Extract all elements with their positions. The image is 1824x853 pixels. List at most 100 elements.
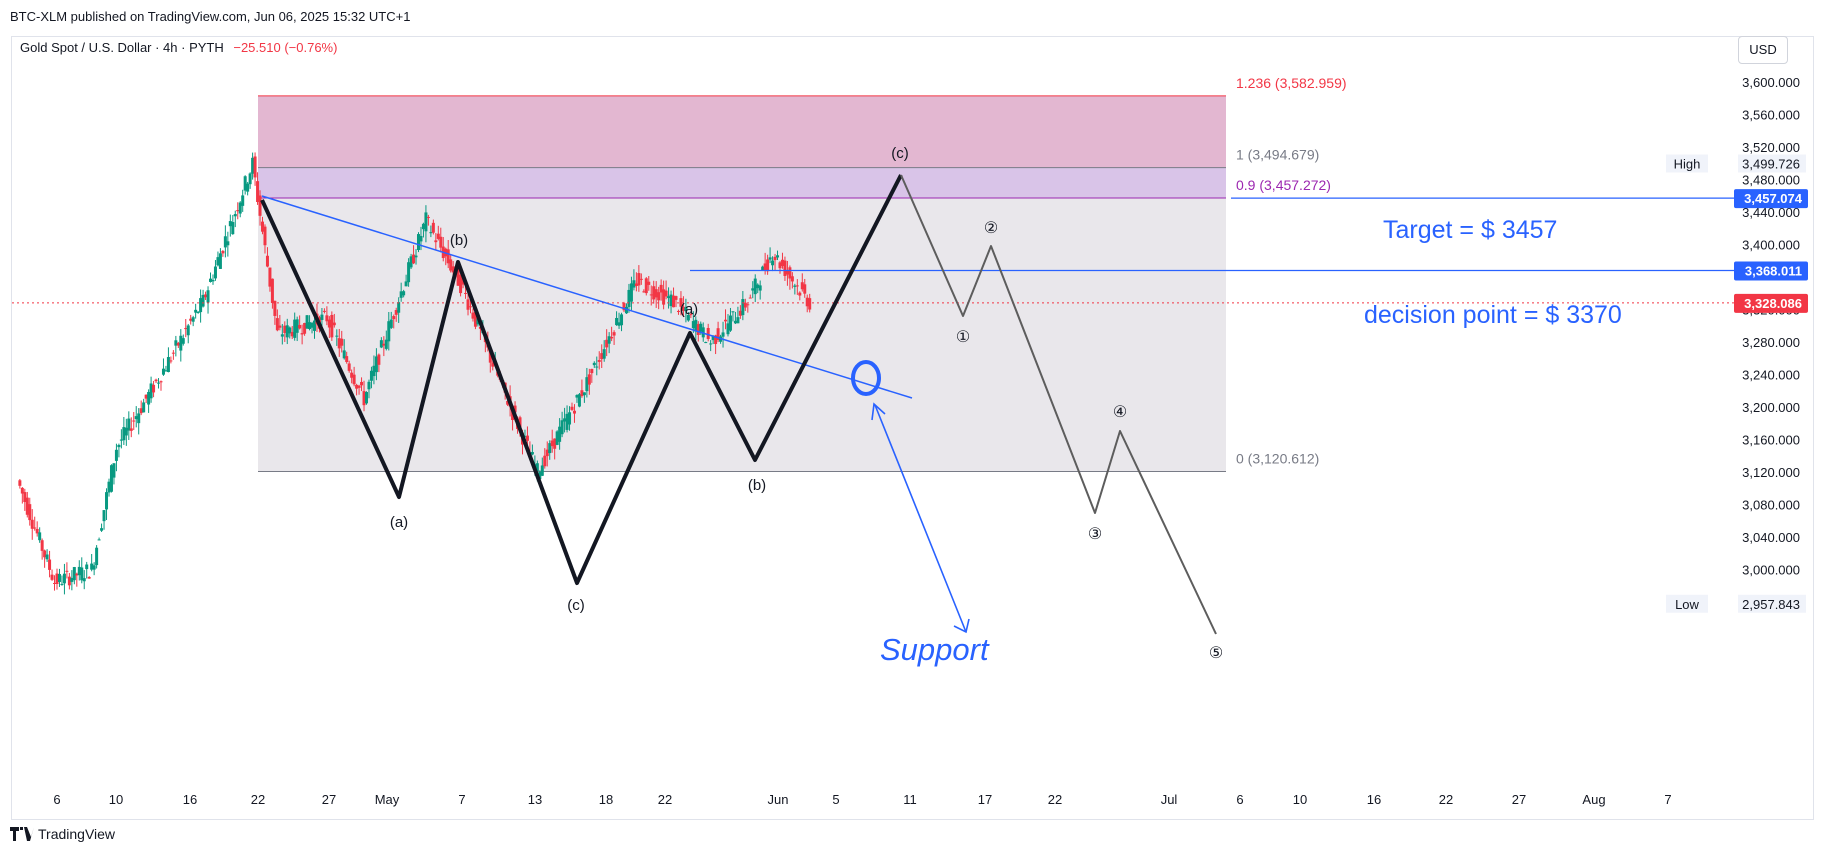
candle-body: [132, 420, 136, 422]
candle-body: [800, 282, 804, 290]
candle-body: [763, 263, 767, 271]
candle-body: [330, 314, 334, 338]
candle-body: [18, 480, 22, 486]
candle-body: [169, 360, 173, 362]
candle-body: [590, 368, 594, 374]
symbol-legend[interactable]: Gold Spot / U.S. Dollar · 4h · PYTH −25.…: [20, 40, 337, 55]
candle-body: [429, 232, 433, 234]
candle-body: [209, 278, 213, 282]
candle-body: [278, 325, 282, 328]
currency-button[interactable]: USD: [1738, 36, 1788, 64]
candle-body: [622, 303, 626, 311]
candle-body: [394, 310, 398, 315]
candle-body: [43, 550, 47, 558]
candle-body: [196, 311, 200, 313]
candle-body: [384, 339, 388, 349]
candle-body: [419, 235, 423, 242]
candle-body: [669, 294, 673, 307]
candle-body: [238, 202, 242, 214]
y-tick-label: 3,280.000: [1742, 335, 1800, 350]
candle-body: [721, 332, 725, 337]
y-tick-label: 3,240.000: [1742, 368, 1800, 383]
candle-body: [109, 465, 113, 492]
candle-body: [112, 463, 116, 478]
candle-body: [788, 267, 792, 279]
candle-body: [704, 342, 708, 344]
candle-body: [357, 385, 361, 388]
candle-body: [602, 349, 606, 359]
candle-body: [327, 319, 331, 328]
tradingview-logo-icon: [10, 827, 34, 841]
candle-body: [67, 576, 71, 586]
y-tick-label: 3,200.000: [1742, 400, 1800, 415]
candle-body: [283, 325, 287, 333]
candle-body: [223, 236, 227, 248]
wave-label-number: ⑤: [1209, 645, 1223, 662]
candle-body: [166, 357, 170, 373]
candle-body: [144, 394, 148, 399]
support-annotation: Support: [880, 632, 990, 667]
y-tick-label: 3,040.000: [1742, 530, 1800, 545]
candle-body: [550, 440, 554, 447]
candle-body: [97, 539, 101, 541]
candle-body: [134, 416, 138, 420]
x-tick-label: 17: [978, 792, 992, 807]
candle-body: [634, 283, 638, 287]
candle-body: [164, 370, 168, 372]
candle-body: [387, 321, 391, 342]
candle-body: [129, 428, 133, 431]
candle-body: [780, 259, 784, 266]
x-tick-label: 27: [1512, 792, 1526, 807]
candle-body: [570, 406, 574, 410]
candle-body: [726, 323, 730, 335]
candle-body: [404, 281, 408, 287]
candle-body: [647, 281, 651, 285]
wave-label-abc: (a): [680, 301, 698, 318]
candle-body: [513, 405, 517, 413]
candle-body: [50, 574, 54, 580]
candle-body: [488, 351, 492, 363]
x-tick-label: 6: [53, 792, 60, 807]
wave-label-abc: (b): [748, 477, 766, 494]
x-tick-label: Aug: [1582, 792, 1605, 807]
candle-body: [473, 311, 477, 327]
candle-body: [674, 296, 678, 300]
candle-body: [600, 353, 604, 360]
candle-body: [416, 234, 420, 250]
candle-body: [691, 321, 695, 329]
candle-body: [40, 540, 44, 551]
candle-body: [105, 492, 109, 510]
candle-body: [756, 284, 760, 289]
candle-body: [785, 270, 789, 275]
candle-body: [161, 368, 165, 375]
candle-body: [313, 320, 317, 331]
candle-body: [741, 299, 745, 316]
candle-body: [731, 311, 735, 313]
candle-body: [55, 573, 59, 585]
candle-body: [808, 298, 812, 310]
candle-body: [525, 435, 529, 441]
candle-body: [157, 382, 161, 384]
candle-body: [38, 532, 42, 541]
y-tick-label: 3,440.000: [1742, 205, 1800, 220]
candle-body: [538, 472, 542, 480]
candle-body: [62, 573, 66, 584]
candle-body: [154, 379, 158, 382]
candle-body: [322, 310, 326, 312]
candle-body: [352, 374, 356, 385]
candle-body: [194, 309, 198, 313]
candle-body: [466, 299, 470, 310]
price-label-bg: [1738, 154, 1806, 173]
candle-body: [320, 314, 324, 320]
fib-zone-top: [258, 167, 1226, 198]
fib-label: 1.236 (3,582.959): [1236, 75, 1347, 91]
candle-body: [369, 370, 373, 381]
candle-body: [728, 315, 732, 331]
candle-body: [308, 322, 312, 330]
target-annotation: Target = $ 3457: [1383, 216, 1557, 244]
x-tick-label: May: [375, 792, 400, 807]
candle-body: [77, 566, 81, 576]
x-tick-label: 22: [1048, 792, 1062, 807]
candle-body: [72, 567, 76, 581]
